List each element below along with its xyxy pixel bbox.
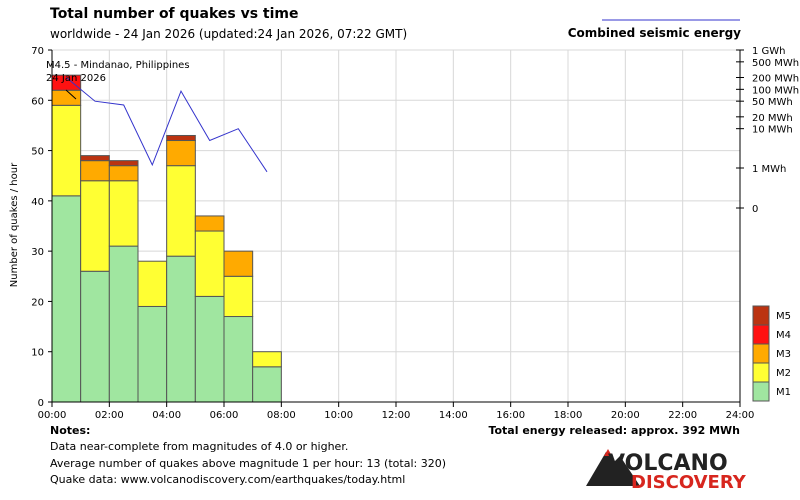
y-tick-label: 20 <box>31 297 44 308</box>
x-tick-label: 24:00 <box>726 410 755 421</box>
chart-subtitle: worldwide - 24 Jan 2026 (updated:24 Jan … <box>50 27 407 41</box>
bar-m5-hour-2 <box>108 160 139 167</box>
legend-label-m2: M2 <box>776 368 791 379</box>
bar-m2-hour-6 <box>223 275 254 318</box>
annotation-date: 24 Jan 2026 <box>46 73 106 84</box>
legend-swatch-m1 <box>752 381 770 402</box>
bar-m1-hour-0 <box>51 195 82 403</box>
bar-m1-hour-7 <box>252 366 282 403</box>
annotation-pointer <box>65 89 77 100</box>
x-tick-label: 22:00 <box>668 410 697 421</box>
annotation-event: M4.5 - Mindanao, Philippines <box>46 60 190 71</box>
y-tick-label: 60 <box>31 96 44 107</box>
magnitude-legend: M5 M4 M3 M2 M1 <box>752 305 791 402</box>
energy-tick-label: 200 MWh <box>752 73 799 84</box>
axes-layer: 0 10 20 30 40 50 60 70 00:00 02:00 04:00 06:00 08:00… <box>31 46 799 421</box>
bar-m3-hour-4 <box>166 140 196 167</box>
energy-tick-label: 1 GWh <box>752 46 786 57</box>
y-tick-label: 70 <box>31 46 44 57</box>
energy-tick-label: 20 MWh <box>752 113 793 124</box>
x-tick-label: 08:00 <box>267 410 296 421</box>
bar-m1-hour-2 <box>108 245 139 403</box>
x-tick-label: 18:00 <box>554 410 583 421</box>
x-tick-label: 16:00 <box>496 410 525 421</box>
y-tick-label: 50 <box>31 147 44 158</box>
y-tick-label: 40 <box>31 197 44 208</box>
bar-m1-hour-6 <box>223 316 254 403</box>
bar-m1-hour-1 <box>80 270 110 403</box>
bar-m5-hour-1 <box>80 155 110 162</box>
legend-label-m5: M5 <box>776 311 791 322</box>
y-tick-label: 0 <box>38 398 44 409</box>
volcano-logo-icon <box>586 452 640 486</box>
energy-tick-label: 50 MWh <box>752 97 793 108</box>
x-tick-label: 04:00 <box>152 410 181 421</box>
x-tick-label: 02:00 <box>95 410 124 421</box>
volcano-discovery-logo: VOLCANO DISCOVERY <box>586 449 747 493</box>
bar-m3-hour-6 <box>223 250 254 277</box>
legend-swatch-m2 <box>752 362 770 383</box>
legend-label-m1: M1 <box>776 387 791 398</box>
x-tick-label: 12:00 <box>382 410 411 421</box>
energy-tick-label: 1 MWh <box>752 164 786 175</box>
x-tick-label: 20:00 <box>611 410 640 421</box>
y-tick-label: 10 <box>31 348 44 359</box>
bars-layer <box>51 74 282 403</box>
energy-tick-label: 100 MWh <box>752 85 799 96</box>
legend-label-m3: M3 <box>776 349 791 360</box>
notes-heading: Notes: <box>50 424 90 437</box>
bar-m5-hour-4 <box>166 134 196 142</box>
bar-m2-hour-7 <box>252 351 282 368</box>
bar-m3-hour-0 <box>51 89 82 106</box>
bar-m2-hour-0 <box>51 104 82 197</box>
energy-tick-label-zero: 0 <box>752 204 758 215</box>
notes-line-1: Data near-complete from magnitudes of 4.… <box>50 440 348 453</box>
bar-m1-hour-3 <box>137 305 168 403</box>
bar-m2-hour-4 <box>166 165 196 257</box>
energy-tick-label: 10 MWh <box>752 125 793 136</box>
energy-tick-label: 500 MWh <box>752 58 799 69</box>
bar-m1-hour-4 <box>166 255 196 403</box>
energy-legend-label: Combined seismic energy <box>568 26 741 40</box>
legend-swatch-m5 <box>752 305 770 326</box>
chart-title: Total number of quakes vs time <box>50 6 299 22</box>
bar-m2-hour-3 <box>137 260 168 307</box>
x-tick-label: 14:00 <box>439 410 468 421</box>
energy-total: Total energy released: approx. 392 MWh <box>488 424 740 437</box>
energy-series-line <box>65 77 268 173</box>
notes-line-2: Average number of quakes above magnitude… <box>50 457 446 470</box>
bar-m2-hour-2 <box>108 180 139 247</box>
legend-swatch-m4 <box>752 324 770 345</box>
y-tick-label: 30 <box>31 247 44 258</box>
bar-m3-hour-1 <box>80 160 110 182</box>
energy-layer <box>65 77 268 173</box>
notes-line-3: Quake data: www.volcanodiscovery.com/ear… <box>50 473 405 486</box>
x-tick-label: 00:00 <box>38 410 67 421</box>
bar-m1-hour-5 <box>194 295 225 403</box>
logo-text-discovery: DISCOVERY <box>631 472 747 493</box>
x-tick-label: 06:00 <box>210 410 239 421</box>
y-axis-label: Number of quakes / hour <box>9 162 20 287</box>
bar-m2-hour-1 <box>80 180 110 272</box>
bar-m3-hour-2 <box>108 165 139 182</box>
logo-text-volcano: VOLCANO <box>608 451 728 476</box>
bar-m3-hour-5 <box>194 215 225 232</box>
legend-swatch-m3 <box>752 343 770 364</box>
bar-m2-hour-5 <box>194 230 225 297</box>
x-tick-label: 10:00 <box>324 410 353 421</box>
legend-label-m4: M4 <box>776 330 791 341</box>
